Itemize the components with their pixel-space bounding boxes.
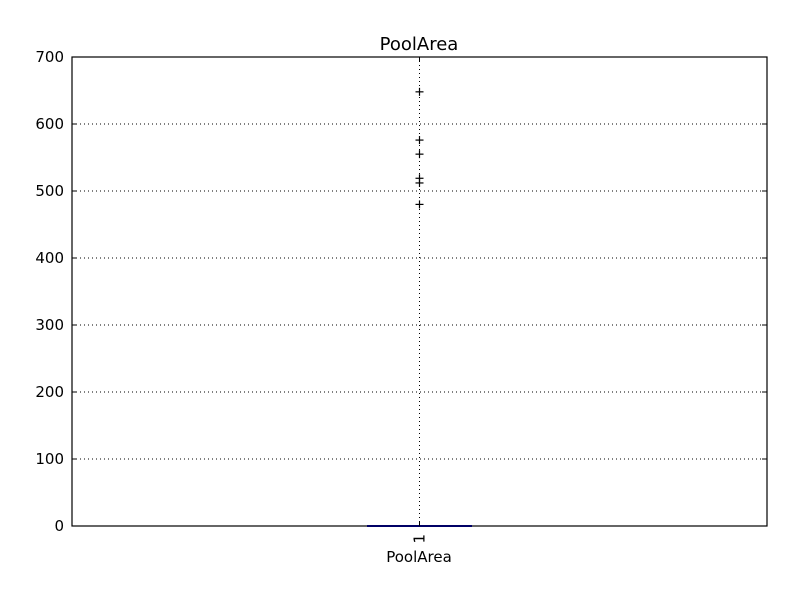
y-tick-label: 100 — [35, 450, 64, 468]
outlier-point — [415, 87, 424, 96]
y-axis-ticks: 0 100 200 300 400 500 600 700 — [35, 48, 767, 535]
outlier-point — [415, 150, 424, 159]
outlier-point — [415, 200, 424, 209]
plot-frame — [71, 56, 768, 527]
y-tick-label: 0 — [54, 517, 64, 535]
x-axis-label: PoolArea — [386, 548, 452, 566]
y-tick-label: 300 — [35, 316, 64, 334]
outlier-point — [415, 174, 424, 183]
y-tick-label: 600 — [35, 115, 64, 133]
x-axis-ticks: 1 — [411, 57, 429, 544]
y-tick-label: 700 — [35, 48, 64, 66]
y-tick-label: 200 — [35, 383, 64, 401]
y-tick-label: 400 — [35, 249, 64, 267]
x-tick-label: 1 — [411, 534, 429, 544]
y-tick-label: 500 — [35, 182, 64, 200]
outlier-point — [415, 136, 424, 145]
outlier-layer — [415, 87, 424, 209]
chart-title: PoolArea — [380, 34, 459, 55]
